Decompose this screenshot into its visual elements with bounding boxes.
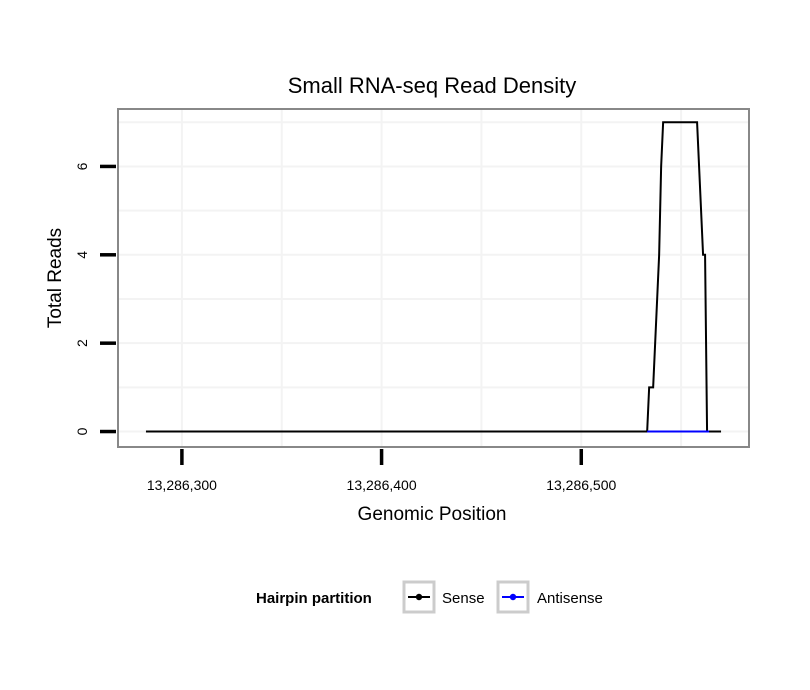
y-tick-label: 6: [74, 162, 90, 170]
chart-title: Small RNA-seq Read Density: [288, 73, 577, 98]
legend: Hairpin partition Sense Antisense: [256, 580, 603, 614]
plot-panel: [118, 109, 749, 447]
x-axis-title: Genomic Position: [358, 504, 507, 525]
x-tick-label: 13,286,400: [347, 477, 417, 493]
legend-label-sense: Sense: [442, 590, 485, 607]
y-axis-title: Total Reads: [45, 228, 66, 328]
grid-lines: [118, 109, 749, 447]
y-tick-label: 0: [74, 427, 90, 435]
legend-label-antisense: Antisense: [537, 590, 603, 607]
legend-title: Hairpin partition: [256, 590, 372, 607]
legend-item-sense: Sense: [402, 580, 485, 614]
legend-item-antisense: Antisense: [496, 580, 603, 614]
y-axis: 0 2 4 6: [74, 162, 116, 435]
plot-border: [117, 108, 750, 448]
legend-key-point-sense: [415, 593, 423, 601]
series-line-sense: [145, 121, 722, 433]
y-tick-label: 2: [74, 339, 90, 347]
x-tick-label: 13,286,500: [546, 477, 616, 493]
series-layer: [145, 121, 722, 433]
x-axis: 13,286,300 13,286,400 13,286,500: [147, 449, 617, 493]
x-tick-label: 13,286,300: [147, 477, 217, 493]
y-tick-label: 4: [74, 251, 90, 259]
legend-key-point-antisense: [509, 593, 517, 601]
